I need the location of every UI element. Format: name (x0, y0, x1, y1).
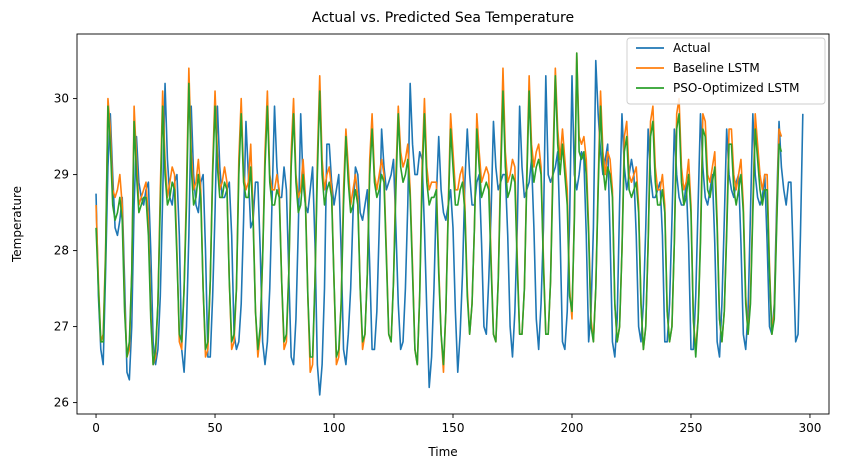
x-tick-label: 0 (92, 421, 100, 435)
x-tick-label: 100 (323, 421, 346, 435)
y-tick-label: 27 (54, 320, 69, 334)
x-tick-label: 50 (207, 421, 222, 435)
legend: Actual Baseline LSTM PSO-Optimized LSTM (626, 37, 826, 105)
y-tick-label: 30 (54, 92, 69, 106)
x-tick-label: 300 (799, 421, 822, 435)
series-layer (95, 52, 804, 396)
legend-label: PSO-Optimized LSTM (673, 81, 800, 95)
y-tick-label: 26 (54, 396, 69, 410)
y-tick-label: 28 (54, 244, 69, 258)
y-axis-label: Temperature (10, 186, 24, 263)
y-tick-label: 29 (54, 168, 69, 182)
y-axis: 26 27 28 29 30 (54, 92, 77, 410)
x-axis: 0 50 100 150 200 250 300 (92, 414, 821, 435)
x-tick-label: 200 (561, 421, 584, 435)
legend-label: Actual (673, 41, 711, 55)
legend-box (626, 37, 826, 105)
legend-label: Baseline LSTM (673, 61, 760, 75)
x-axis-label: Time (427, 445, 457, 459)
chart-title: Actual vs. Predicted Sea Temperature (312, 10, 574, 26)
x-tick-label: 150 (442, 421, 465, 435)
x-tick-label: 250 (680, 421, 703, 435)
series-line-pso-optimized-lstm (95, 52, 783, 366)
